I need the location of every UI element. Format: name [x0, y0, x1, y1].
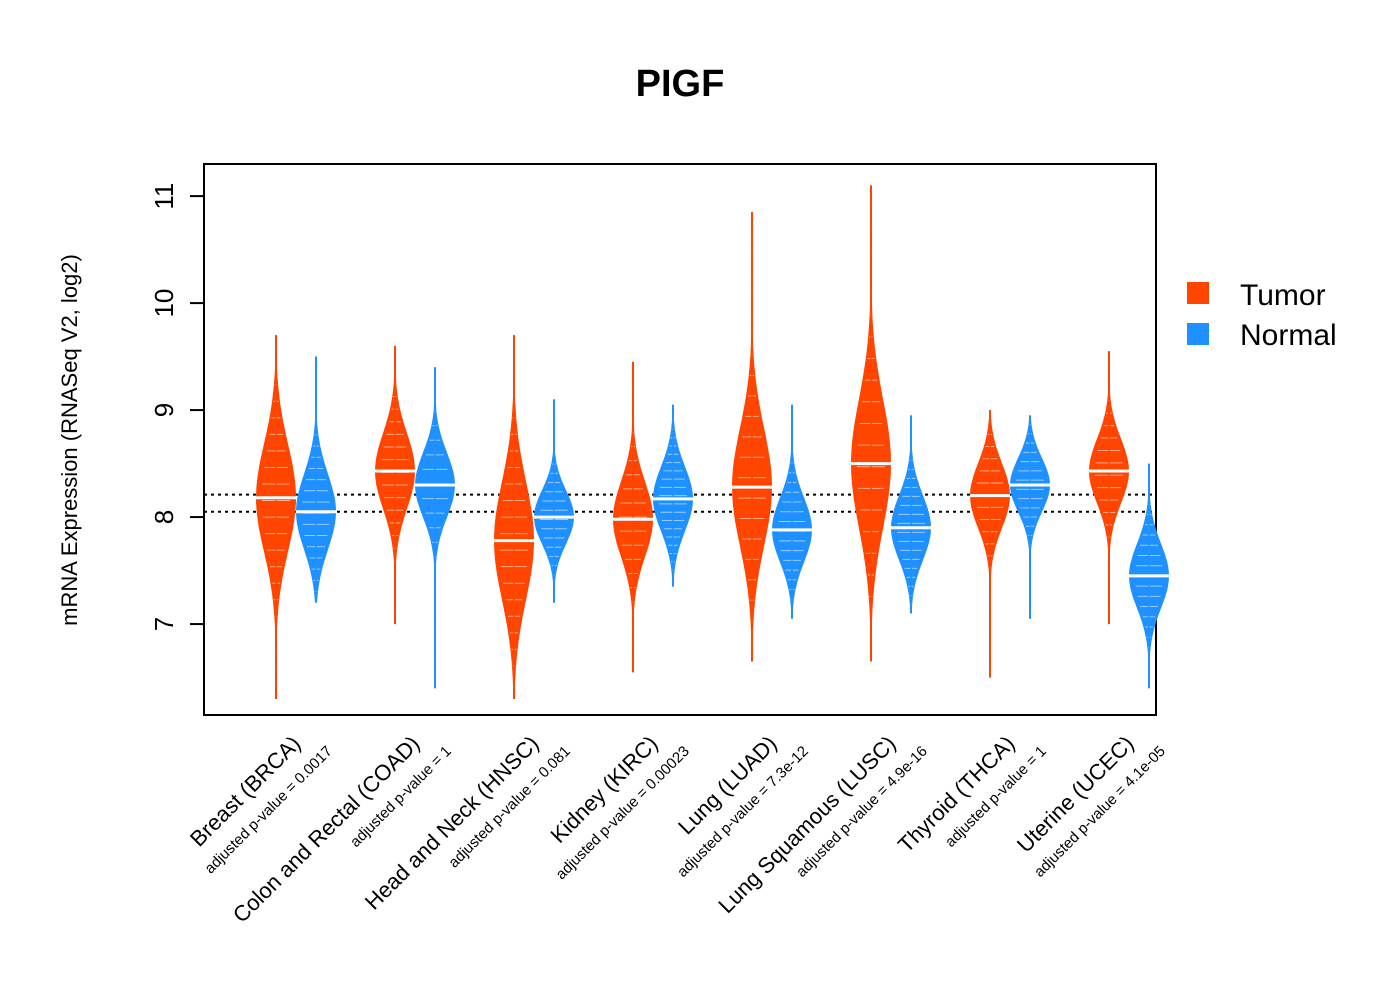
violin-normal — [415, 367, 455, 689]
y-tick-label: 9 — [149, 403, 179, 417]
legend-swatch-normal — [1187, 323, 1209, 345]
violin-normal — [653, 404, 693, 587]
violin-normal — [891, 415, 931, 614]
y-axis-label: mRNA Expression (RNASeq V2, log2) — [57, 254, 82, 626]
y-tick-label: 8 — [149, 510, 179, 524]
y-tick-label: 11 — [149, 183, 179, 210]
legend-swatch-tumor — [1187, 282, 1209, 304]
violin-tumor — [970, 410, 1010, 678]
legend: Tumor Normal — [1187, 279, 1337, 352]
violin-normal — [1010, 415, 1050, 619]
violin-tumor — [613, 361, 653, 673]
violin-tumor — [494, 335, 534, 699]
legend-label-tumor: Tumor — [1240, 279, 1326, 312]
violin-tumor — [256, 335, 296, 699]
violin-tumor — [732, 212, 772, 662]
violin-normal — [534, 399, 574, 603]
violin-tumor — [851, 185, 891, 662]
plot-frame — [203, 163, 1157, 716]
legend-label-normal: Normal — [1240, 319, 1337, 352]
violin-normal — [296, 356, 336, 603]
violin-tumor — [375, 345, 415, 625]
violin-tumor — [1089, 351, 1129, 625]
y-tick-label: 10 — [149, 289, 179, 318]
violin-normal — [1129, 463, 1169, 689]
violin-normal — [772, 404, 812, 619]
y-tick-label: 7 — [149, 617, 179, 631]
chart-title: PIGF — [636, 63, 725, 105]
